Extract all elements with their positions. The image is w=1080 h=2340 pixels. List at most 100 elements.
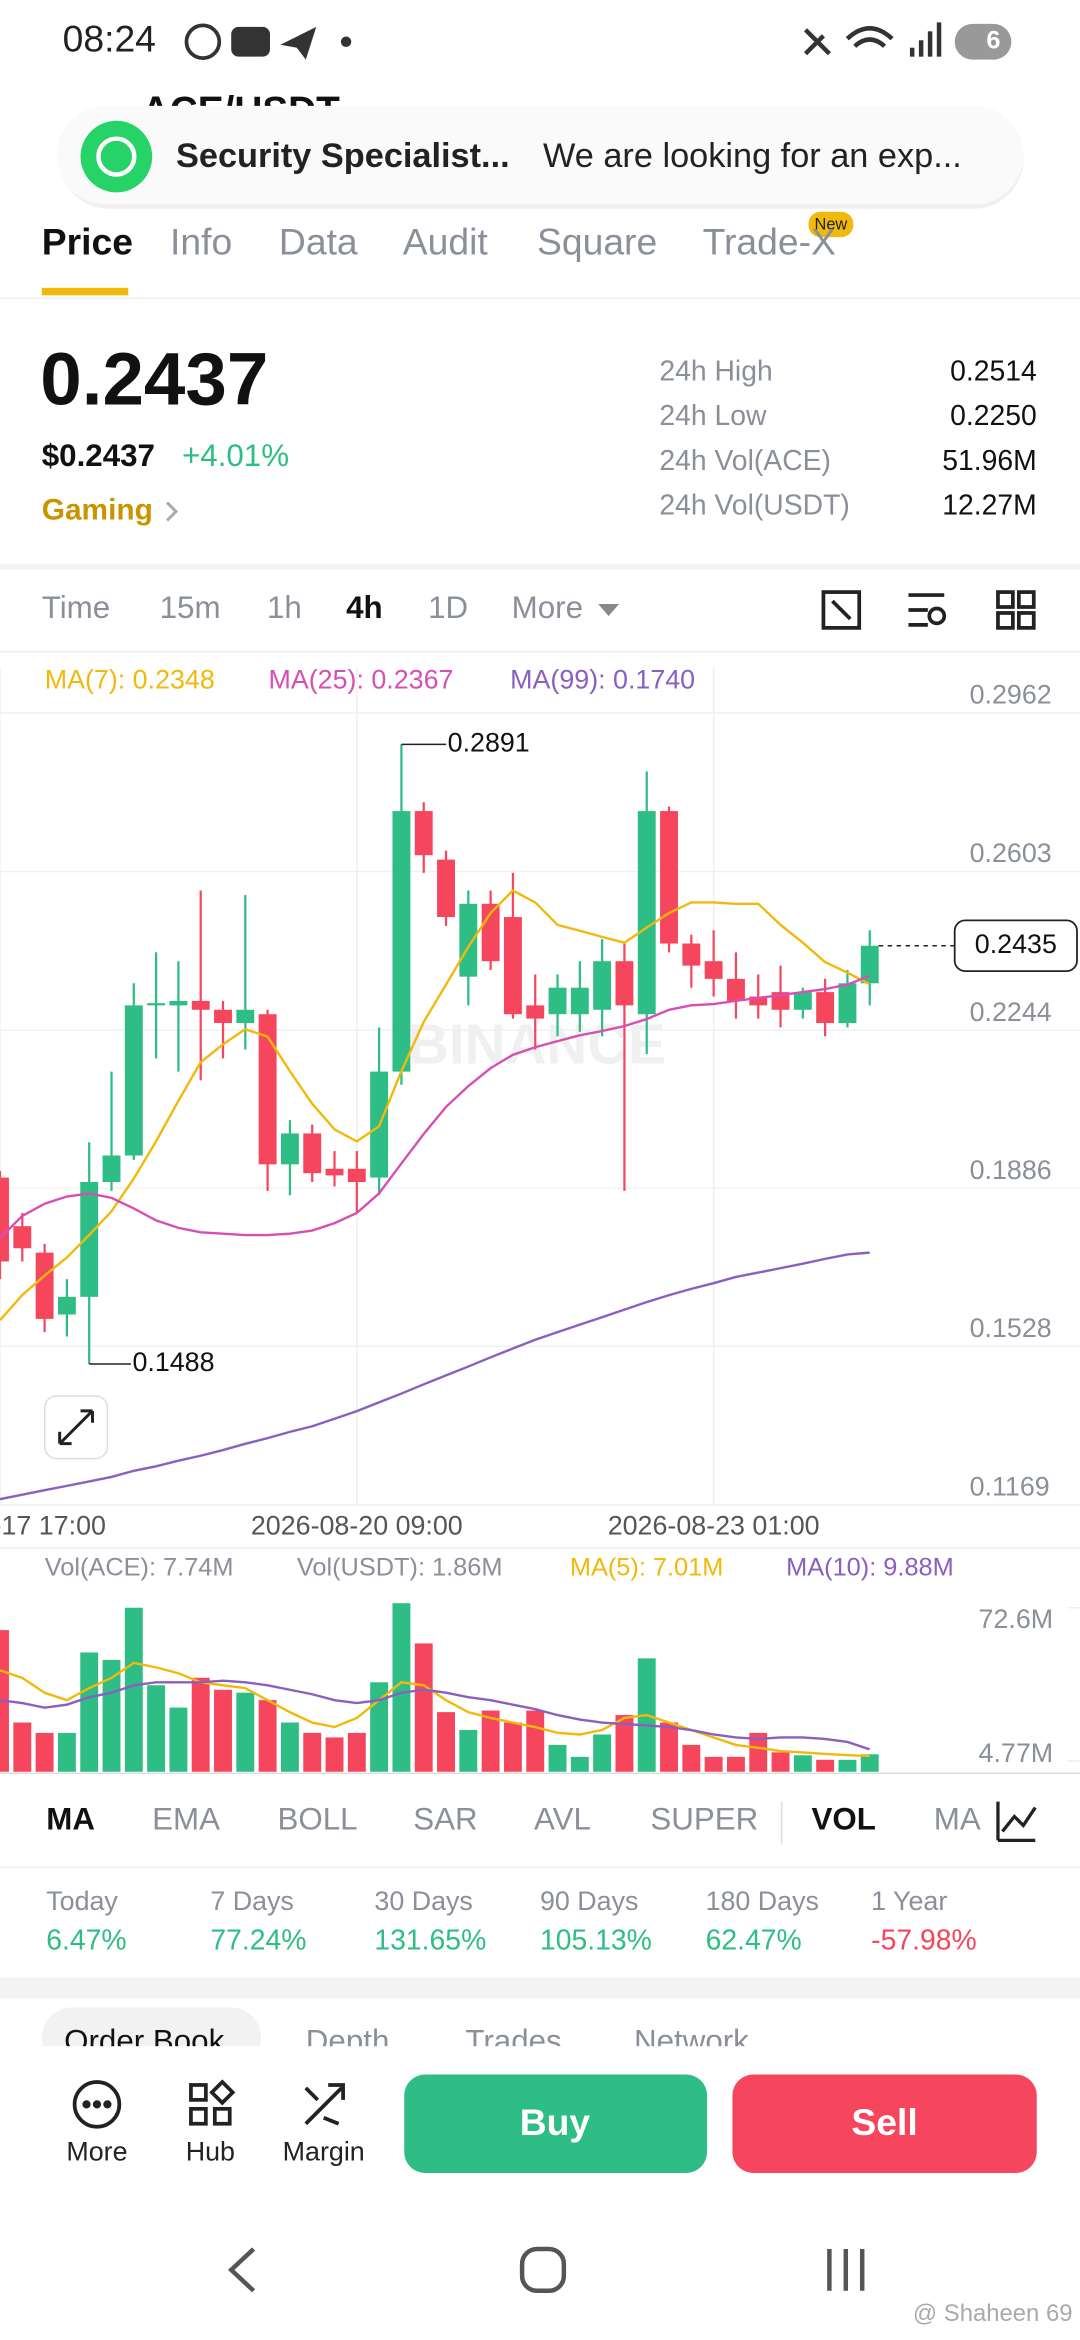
candle-body: [102, 1155, 121, 1183]
y-tick-label: 0.1528: [970, 1313, 1052, 1343]
interval[interactable]: More: [512, 590, 583, 625]
notification-title: Security Specialist...: [176, 137, 510, 175]
interval[interactable]: 4h: [346, 590, 383, 625]
candle-body: [503, 917, 522, 1015]
indicator-tab[interactable]: MA: [46, 1801, 95, 1836]
indicator-tab[interactable]: SAR: [413, 1801, 477, 1836]
volume-bar: [57, 1732, 76, 1772]
performance-value: 62.47%: [706, 1924, 802, 1956]
buy-button[interactable]: [404, 2074, 708, 2173]
y-tick-label: 0.2962: [970, 680, 1052, 710]
volume-bar: [124, 1607, 143, 1772]
action-icons: [72, 2079, 345, 2129]
chart-tools[interactable]: [821, 590, 1036, 630]
ma-line: [0, 1251, 870, 1501]
indicator-tab[interactable]: MA: [934, 1801, 981, 1836]
candle-body: [303, 1133, 322, 1174]
candle-body: [414, 811, 433, 856]
candle-body: [615, 961, 634, 1006]
volume-bar: [35, 1732, 54, 1772]
action-label[interactable]: Margin: [283, 2137, 365, 2167]
nav-bar[interactable]: [227, 2246, 865, 2294]
tab[interactable]: Data: [279, 220, 358, 262]
interval[interactable]: 1D: [428, 590, 468, 625]
volume-bar: [258, 1700, 277, 1772]
notification[interactable]: [56, 105, 1024, 209]
candle-body: [258, 1014, 277, 1165]
indicator-tab[interactable]: SUPER: [650, 1801, 758, 1836]
performance-value: 6.47%: [46, 1924, 126, 1956]
stat-label: 24h Vol(ACE): [659, 445, 831, 477]
candle-body: [57, 1296, 76, 1315]
candle-body: [169, 1000, 188, 1006]
volume-legend: Vol(ACE): 7.74M: [45, 1554, 234, 1582]
stat-value: 51.96M: [942, 445, 1037, 477]
volume-bar: [570, 1756, 589, 1772]
indicator-tab[interactable]: EMA: [152, 1801, 220, 1836]
action-label[interactable]: More: [66, 2137, 127, 2167]
volume-bar: [459, 1729, 478, 1772]
volume-bar: [414, 1643, 433, 1772]
candle-body: [860, 945, 879, 984]
volume-legend: MA(10): 9.88M: [786, 1554, 954, 1582]
expand-button[interactable]: [44, 1395, 109, 1460]
candle-body: [214, 1009, 232, 1024]
tab[interactable]: Price: [42, 220, 133, 262]
candle-body: [749, 996, 768, 1006]
performance-label: Today: [46, 1886, 118, 1916]
price-chart: BINANCE 0.2962 0.2603 0.2244 0.1886 0.1528 0.1…: [0, 665, 1080, 1540]
candle-body: [392, 811, 411, 1072]
candle-body: [280, 1133, 299, 1165]
volume-bar: [303, 1732, 322, 1772]
performance-label: 180 Days: [706, 1886, 819, 1916]
sell-label[interactable]: Sell: [851, 2101, 917, 2143]
indicator-settings[interactable]: [984, 1789, 1080, 1856]
status-icons: [184, 22, 1012, 61]
volume-bar: [660, 1722, 678, 1772]
candle-body: [793, 992, 812, 1010]
legend-entry: MA(25): 0.2367: [269, 665, 454, 695]
performance-value: -57.98%: [871, 1924, 977, 1956]
volume-bar: [102, 1659, 121, 1772]
performance-label: 1 Year: [871, 1886, 947, 1916]
candle-body: [682, 943, 701, 966]
performance-value: 77.24%: [210, 1924, 306, 1956]
high-label: 0.2891: [448, 727, 530, 757]
buy-label[interactable]: Buy: [520, 2101, 591, 2143]
tab[interactable]: Audit: [403, 220, 489, 262]
interval[interactable]: Time: [42, 590, 110, 625]
interval[interactable]: 15m: [160, 590, 221, 625]
sell-button[interactable]: [732, 2074, 1037, 2173]
candle-body: [526, 1005, 545, 1019]
tag[interactable]: Gaming: [42, 493, 153, 526]
candle-body: [147, 1003, 166, 1006]
interval[interactable]: 1h: [267, 590, 302, 625]
performance-label: 7 Days: [210, 1886, 294, 1916]
last-price: 0.2437: [40, 336, 268, 420]
tab[interactable]: Info: [170, 220, 232, 262]
volume-bar: [13, 1722, 32, 1772]
candle-body: [459, 903, 478, 977]
indicator-tab[interactable]: BOLL: [277, 1801, 357, 1836]
volume-bar: [593, 1734, 612, 1772]
divider: [0, 563, 1080, 570]
volume-bar: [80, 1652, 99, 1772]
tab[interactable]: Square: [537, 220, 657, 262]
indicator-tab[interactable]: VOL: [811, 1801, 875, 1836]
candle-body: [325, 1168, 344, 1176]
action-label[interactable]: Hub: [186, 2137, 235, 2167]
candle-body: [347, 1168, 366, 1183]
price-box-label: 0.2435: [975, 929, 1057, 959]
volume-bar: [191, 1677, 210, 1772]
tab[interactable]: Trade-X: [703, 220, 836, 262]
indicator-tab[interactable]: AVL: [534, 1801, 591, 1836]
chart-watermark: BINANCE: [408, 1013, 666, 1076]
volume-bar: [437, 1712, 455, 1772]
candle-body: [816, 992, 835, 1024]
legend-entry: MA(99): 0.1740: [510, 665, 695, 695]
stat-value: 12.27M: [942, 490, 1037, 522]
x-tick-label: 2026-08-23 01:00: [608, 1510, 820, 1540]
y-tick-label: 0.1169: [970, 1472, 1050, 1502]
